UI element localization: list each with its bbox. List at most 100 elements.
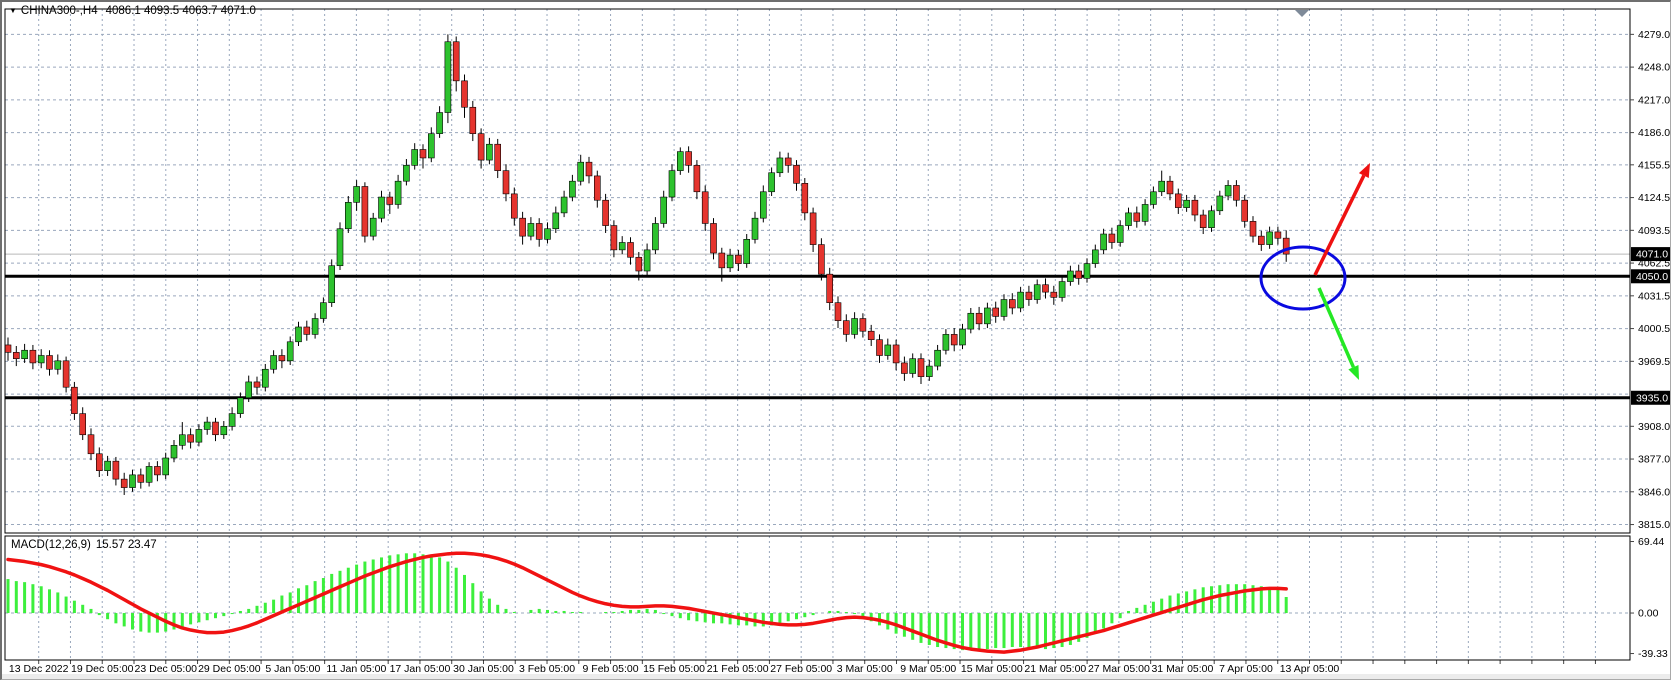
candle-body [336,228,344,267]
candle-body [1199,214,1207,228]
candle-body [170,445,178,459]
macd-values: 15.57 23.47 [95,539,157,551]
candle-body [643,249,651,272]
ohlc-readout: 4086.1 4093.5 4063.7 4071.0 [105,5,256,17]
candle-body [909,358,917,374]
price-axis-label: 3846.0 [1638,486,1670,498]
candle-body [1100,233,1107,251]
candle-body [378,196,385,219]
candle-body [793,165,800,184]
price-axis-label: 4093.5 [1638,225,1670,237]
candle-body [884,344,892,356]
candle-body [668,170,676,198]
candle-body [344,202,352,230]
candle-body [876,339,883,356]
time-axis-label: 3 Feb 05:00 [519,663,575,675]
candle-body [901,362,908,374]
candle-body [934,349,941,367]
annotation-arrow-up-head [1358,163,1370,178]
candle-body [618,242,626,251]
macd-axis-label: 0.00 [1638,608,1659,620]
annotation-arrow-up[interactable] [1313,174,1366,276]
candle-body [261,368,269,388]
candle-body [743,239,751,264]
time-axis-label: 17 Jan 05:00 [390,663,451,675]
candle-body [544,228,551,240]
candle-body [486,143,493,161]
candle-body [577,161,585,182]
candle-body [710,223,717,254]
candle-body [842,320,850,335]
candle-body [79,413,86,436]
price-axis-label: 4031.5 [1638,290,1670,302]
time-axis-label: 15 Feb 05:00 [643,663,705,675]
price-axis-label: 3877.0 [1638,454,1670,466]
candle-body [303,326,311,335]
time-axis-label: 15 Mar 05:00 [961,663,1023,675]
candle-body [784,157,792,166]
candle-body [369,217,377,237]
candle-body [179,434,186,446]
candle-body [1050,291,1058,298]
candle-body [361,186,369,237]
annotation-ellipse[interactable] [1259,245,1347,311]
candle-body [295,326,302,343]
macd-name: MACD(12,26,9) [11,539,91,551]
candle-body [253,381,261,388]
candle-body [1166,180,1174,195]
candle-body [768,172,775,193]
price-badge-text: 4071.0 [1636,249,1668,261]
time-axis-label: 30 Jan 05:00 [453,663,514,675]
candle-body [1282,237,1290,255]
candle-body [320,302,327,319]
candle-body [237,397,244,414]
annotation-arrow-down[interactable] [1317,287,1356,368]
price-badge [1631,390,1670,405]
candle-body [1092,249,1099,264]
candle-body [693,165,701,193]
candle-body [13,352,20,359]
price-axis[interactable] [1630,2,1670,660]
candle-body [270,355,277,370]
time-axis[interactable] [2,661,1630,675]
candle-body [1233,185,1240,201]
candle-body [950,334,958,346]
price-axis-label: 4124.5 [1638,192,1670,204]
candle-body [519,217,526,237]
symbol-dropdown-icon[interactable]: ▼ [9,6,17,15]
time-axis-label: 21 Feb 05:00 [707,663,769,675]
annotation-arrow-down-head [1348,364,1359,380]
price-badge-text: 3935.0 [1636,392,1668,404]
candle-body [818,244,825,275]
candle-body [403,165,410,182]
candle-body [751,217,759,240]
candle-body [826,273,834,303]
candle-body [1141,204,1149,222]
candle-body [1191,199,1199,216]
candle-body [137,474,145,483]
candle-body [427,133,435,159]
candle-body [278,355,286,362]
time-axis-label: 21 Mar 05:00 [1024,663,1086,675]
candle-body [195,429,203,443]
candle-body [1241,199,1248,222]
candle-body [1224,185,1232,197]
candle-body [959,328,966,346]
candle-body [776,157,784,174]
candle-body [1033,284,1041,300]
candle-body [984,307,991,325]
chart-shift-marker-icon [1295,10,1309,17]
candle-body [569,180,576,198]
candle-body [328,265,336,303]
candle-body [593,175,601,201]
candle-body [353,186,360,203]
candle-body [1158,180,1165,193]
candle-body [1025,291,1033,300]
candle-body [809,212,817,245]
candle-body [1067,270,1074,282]
price-badge-text: 4050.0 [1636,271,1668,283]
candle-body [311,318,319,335]
candle-body [1075,270,1082,279]
candle-body [527,223,535,237]
